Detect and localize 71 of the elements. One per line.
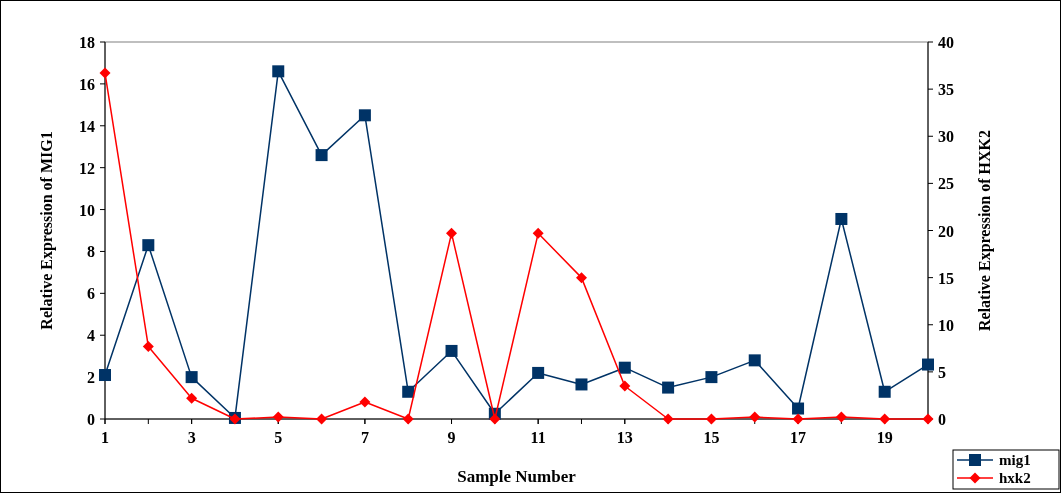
point bbox=[315, 149, 328, 162]
legend-label: mig1 bbox=[999, 452, 1031, 468]
point bbox=[532, 227, 544, 239]
point bbox=[532, 366, 545, 379]
x-tick-label: 17 bbox=[790, 429, 807, 446]
y2-tick-label: 10 bbox=[938, 316, 954, 334]
x-tick-label: 9 bbox=[447, 429, 456, 446]
point bbox=[402, 413, 414, 425]
point bbox=[575, 272, 587, 284]
y-tick-label: 12 bbox=[79, 159, 95, 177]
point bbox=[316, 413, 328, 425]
y2-tick-label: 5 bbox=[938, 363, 946, 381]
point bbox=[705, 413, 717, 425]
x-tick-label: 15 bbox=[703, 429, 720, 446]
point bbox=[445, 344, 458, 357]
point bbox=[142, 239, 155, 252]
x-tick-label: 3 bbox=[187, 429, 196, 446]
y2-tick-label: 0 bbox=[938, 411, 946, 428]
y-tick-label: 4 bbox=[87, 327, 95, 345]
y-tick-label: 8 bbox=[87, 243, 95, 261]
x-tick-label: 7 bbox=[360, 429, 369, 446]
point bbox=[99, 67, 111, 79]
point bbox=[489, 413, 501, 425]
x-tick-label: 5 bbox=[274, 429, 283, 446]
point bbox=[879, 413, 891, 425]
point bbox=[705, 371, 718, 384]
y-tick-label: 0 bbox=[87, 411, 95, 428]
point bbox=[186, 392, 198, 404]
point bbox=[575, 378, 588, 391]
point bbox=[749, 411, 761, 423]
point bbox=[922, 358, 934, 371]
point bbox=[359, 396, 371, 408]
y2-tick-label: 35 bbox=[938, 81, 954, 99]
y2-tick-label: 40 bbox=[938, 34, 954, 51]
point bbox=[618, 361, 631, 374]
y2-tick-label: 30 bbox=[938, 128, 954, 146]
point bbox=[185, 371, 198, 384]
point bbox=[142, 340, 154, 352]
point bbox=[792, 402, 805, 415]
y-tick-label: 2 bbox=[87, 369, 95, 387]
point bbox=[878, 385, 891, 398]
point bbox=[792, 413, 804, 425]
point bbox=[402, 385, 415, 398]
y-axis-title: Relative Expression of MIG1 bbox=[38, 131, 56, 330]
x-axis-title: Sample Number bbox=[457, 467, 577, 486]
point bbox=[835, 411, 847, 423]
y2-tick-label: 25 bbox=[938, 175, 954, 193]
y2-tick-label: 15 bbox=[938, 269, 954, 287]
x-tick-label: 1 bbox=[101, 429, 109, 446]
legend-label: hxk2 bbox=[999, 470, 1031, 486]
point bbox=[748, 354, 761, 367]
y-tick-label: 10 bbox=[79, 201, 95, 219]
point bbox=[835, 212, 848, 225]
point bbox=[272, 411, 284, 423]
y-tick-label: 6 bbox=[87, 285, 95, 303]
y2-axis-title: Relative Expression of HXK2 bbox=[976, 129, 994, 332]
y-tick-label: 18 bbox=[79, 34, 95, 51]
y-tick-label: 14 bbox=[79, 117, 95, 135]
y2-tick-label: 20 bbox=[938, 222, 954, 240]
x-tick-label: 13 bbox=[616, 429, 633, 446]
point bbox=[619, 380, 631, 392]
point bbox=[99, 369, 111, 382]
x-tick-label: 11 bbox=[530, 429, 546, 446]
point bbox=[662, 381, 675, 394]
x-tick-label: 19 bbox=[876, 429, 893, 446]
point bbox=[662, 413, 674, 425]
point bbox=[272, 65, 285, 78]
y-tick-label: 16 bbox=[79, 75, 95, 93]
point bbox=[922, 413, 934, 425]
point bbox=[358, 109, 371, 122]
point bbox=[446, 227, 458, 239]
